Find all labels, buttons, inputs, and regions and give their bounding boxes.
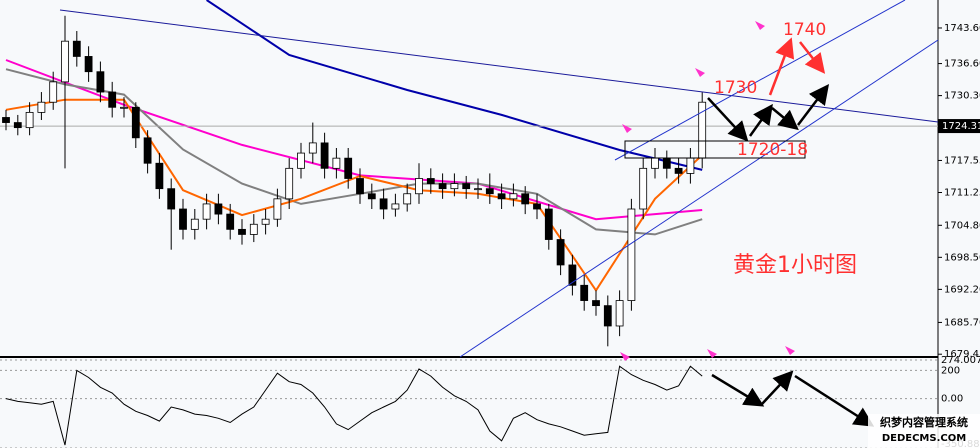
- candle-body: [273, 198, 282, 220]
- candle-body: [426, 178, 435, 184]
- candle-body: [356, 178, 364, 195]
- oscillator-line: [5, 365, 703, 446]
- watermark: 织梦内容管理系统 DEDECMS.COM: [868, 414, 980, 448]
- candle-body: [179, 208, 187, 230]
- candle-body: [190, 218, 199, 230]
- candle-body: [261, 218, 270, 225]
- candle-body: [226, 213, 235, 230]
- y-tick-label: 0.00: [941, 394, 963, 405]
- candle-body: [462, 183, 471, 190]
- candle-body: [249, 223, 258, 235]
- watermark-text: 织梦内容管理系统: [880, 415, 968, 429]
- candle-body: [143, 137, 152, 164]
- candle-body: [533, 203, 541, 210]
- candle-body: [61, 40, 69, 83]
- candle-body: [37, 101, 46, 113]
- moving-average: [206, 0, 703, 171]
- y-tick-label: 1730.30: [944, 91, 980, 102]
- annotation: 1720-18: [737, 140, 808, 160]
- candle-body: [544, 208, 553, 240]
- candle-body: [391, 203, 400, 210]
- arrows: [707, 84, 875, 427]
- candle-body: [49, 81, 58, 103]
- y-tick-label: 1717.55: [944, 155, 980, 166]
- candle-body: [297, 152, 305, 169]
- candle-body: [238, 228, 246, 235]
- candle-body: [167, 188, 176, 210]
- candle-body: [25, 111, 34, 129]
- candle-body: [131, 106, 140, 139]
- candle-body: [332, 157, 341, 169]
- candle-body: [320, 142, 329, 169]
- candle-body: [474, 188, 482, 191]
- annotation: 黄金1小时图: [733, 253, 857, 278]
- candle-body: [662, 157, 671, 169]
- channel-line: [614, 0, 906, 161]
- candle-body: [674, 167, 683, 174]
- price-label: 1724.31: [942, 121, 980, 132]
- y-tick-label: 1704.80: [944, 220, 980, 231]
- candle-body: [379, 198, 388, 210]
- candle-body: [450, 183, 459, 190]
- candle-body: [415, 178, 423, 195]
- candle-body: [627, 208, 636, 301]
- candle-body: [2, 117, 10, 123]
- candle-body: [568, 264, 577, 286]
- candle-body: [155, 162, 164, 190]
- candle-body: [202, 203, 211, 220]
- drawings: 1740 1730 1720-18 黄金1小时图: [59, 0, 939, 427]
- candle-body: [651, 157, 659, 169]
- arrows: [768, 37, 826, 96]
- annotation: 1730: [714, 78, 757, 98]
- candle-body: [344, 157, 353, 179]
- y-tick-label: 200: [941, 365, 960, 376]
- candle-body: [438, 183, 447, 190]
- candle-body: [686, 157, 695, 174]
- y-tick-label: 1679.45: [944, 349, 980, 360]
- candle-body: [592, 300, 600, 307]
- y-tick-label: 1698.50: [944, 252, 980, 263]
- candle-body: [214, 203, 223, 215]
- range-box: [624, 140, 806, 159]
- trend-line: [59, 9, 939, 123]
- y-tick-label: 1736.60: [944, 59, 980, 70]
- y-tick-label: 1685.70: [944, 317, 980, 328]
- y-tick-label: 1711.25: [944, 187, 980, 198]
- candle-body: [120, 106, 128, 109]
- candle-body: [615, 300, 624, 327]
- channel-line: [459, 39, 939, 358]
- candle-body: [556, 239, 565, 266]
- candle-body: [308, 142, 317, 154]
- candle-body: [497, 193, 506, 200]
- watermark-text: DEDECMS.COM: [882, 433, 966, 444]
- candle-body: [509, 193, 518, 200]
- candle-body: [285, 167, 294, 200]
- main-panel: 1743.60 1736.60 1730.30 1717.55 1711.25 1704.…: [0, 0, 980, 360]
- candle-body: [603, 305, 612, 327]
- candle-body: [521, 193, 530, 205]
- candle-body: [13, 122, 22, 129]
- candle-body: [367, 193, 376, 200]
- candle-body: [639, 167, 648, 210]
- price-tag: [938, 119, 980, 134]
- candle-body: [108, 91, 117, 108]
- markers: [620, 21, 795, 361]
- candle-body: [96, 71, 105, 93]
- annotation: 1740: [783, 20, 826, 40]
- candle-body: [403, 193, 412, 205]
- candle-body: [72, 40, 81, 57]
- y-tick-label: 274.0076: [941, 355, 980, 366]
- candle-body: [84, 56, 93, 73]
- candle-body: [485, 188, 494, 195]
- y-tick-label: 1692.20: [944, 284, 980, 295]
- candle-body: [580, 284, 589, 301]
- y-tick-label: 1743.60: [944, 23, 980, 34]
